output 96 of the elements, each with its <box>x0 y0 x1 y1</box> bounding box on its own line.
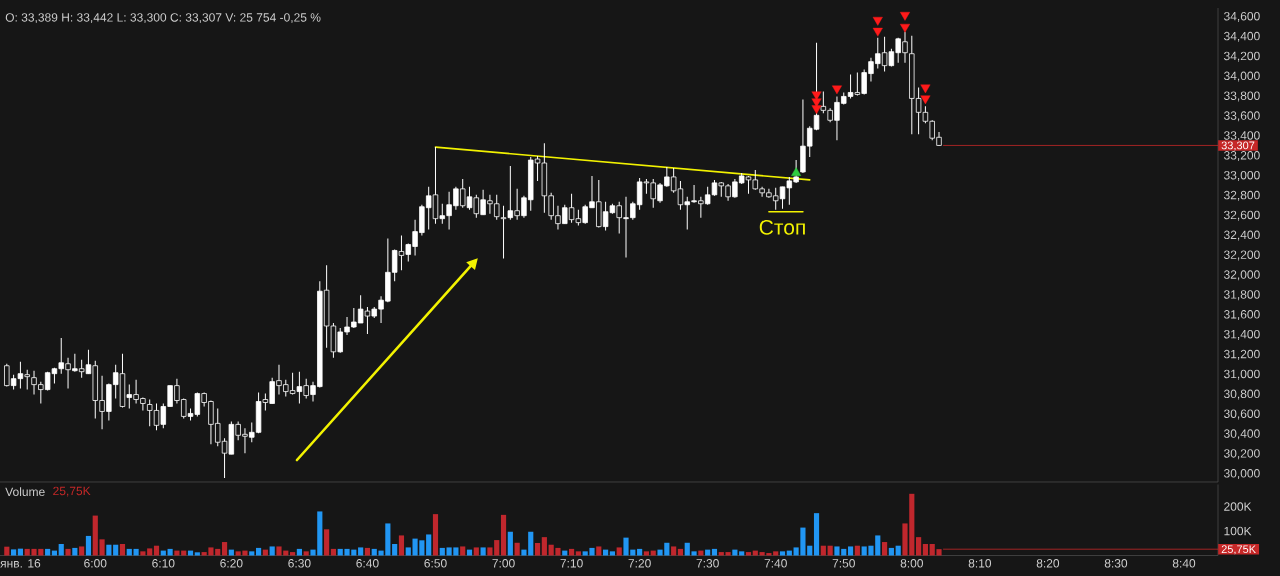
annotation: 25,75K <box>53 486 91 497</box>
bar <box>398 535 405 556</box>
x-tick-label: 8:40 <box>1172 559 1196 568</box>
bar <box>460 546 466 556</box>
x-tick-label: 8:00 <box>900 559 924 568</box>
bar <box>72 547 78 556</box>
y-tick-label: 31,400 <box>1223 329 1260 340</box>
x-tick-label: 6:50 <box>424 559 447 568</box>
bar <box>140 551 146 556</box>
y-tick-label: 31,000 <box>1223 369 1260 380</box>
bar <box>813 513 820 556</box>
y-tick-label: 34,200 <box>1223 51 1260 62</box>
bar <box>364 547 371 556</box>
bar <box>847 546 854 556</box>
bar <box>249 551 255 556</box>
y-tick-label: 33,800 <box>1223 91 1260 102</box>
y-tick-label: 32,000 <box>1223 270 1260 281</box>
y-tick-label: 30,800 <box>1223 389 1260 400</box>
x-tick-label: 7:40 <box>764 559 787 568</box>
y-tick-label: 30,200 <box>1223 449 1260 460</box>
bar <box>147 548 153 556</box>
x-tick-label: 6:20 <box>220 559 243 568</box>
x-tick-label: 7:50 <box>832 559 855 568</box>
x-tick-label: 8:30 <box>1104 559 1128 568</box>
x-tick-label: 6:40 <box>356 559 379 568</box>
bar <box>609 551 615 556</box>
x-tick-label: 6:10 <box>152 559 175 568</box>
y-tick-label: 30,600 <box>1223 409 1260 420</box>
y-tick-label: 34,000 <box>1223 71 1260 82</box>
bar <box>541 537 547 556</box>
bar <box>439 547 445 556</box>
y-tick-label: 33,200 <box>1223 151 1260 162</box>
bar <box>119 543 126 556</box>
bar <box>11 549 17 556</box>
x-tick-label: 7:10 <box>560 559 583 568</box>
bar <box>65 548 71 556</box>
bar <box>739 551 745 556</box>
bar <box>392 543 398 556</box>
y-tick-label: 32,600 <box>1223 210 1260 221</box>
bar <box>575 551 581 556</box>
bar <box>882 542 888 556</box>
bar <box>480 547 486 556</box>
y-tick-label: 33,400 <box>1223 131 1260 142</box>
bar <box>221 542 228 556</box>
chart-title: O: 33,389 H: 33,442 L: 33,300 C: 33,307 V: 25 754 -0,25 % <box>5 13 321 24</box>
y-tick-label: 31,600 <box>1223 310 1260 321</box>
bar <box>779 551 786 556</box>
y-tick-label: 34,400 <box>1223 31 1260 42</box>
y-tick-label: 30,400 <box>1223 429 1260 440</box>
x-tick-label: янв. 16 <box>0 559 41 568</box>
y-tick-label: 31,200 <box>1223 349 1260 360</box>
bar <box>596 546 602 556</box>
annotation: Стоп <box>759 219 805 235</box>
y-tick-label: 34,600 <box>1223 11 1260 22</box>
x-tick-label: 8:20 <box>1036 559 1060 568</box>
x-tick-label: 6:00 <box>84 559 107 568</box>
bar <box>507 531 513 556</box>
bar <box>514 542 520 556</box>
x-tick-label: 6:30 <box>288 559 311 568</box>
y-tick-label: 32,400 <box>1223 230 1260 241</box>
x-tick-label: 7:20 <box>628 559 651 568</box>
bar <box>616 547 622 556</box>
bar <box>303 551 309 556</box>
y-tick-label: 100K <box>1224 526 1252 536</box>
ref-line-label: 25,75K <box>1221 545 1256 555</box>
ref-line-label: 33,307 <box>1221 141 1255 151</box>
bar <box>916 537 922 556</box>
bar <box>194 552 200 556</box>
bar <box>85 535 92 556</box>
bar <box>922 543 928 556</box>
bar <box>473 547 479 556</box>
bar <box>269 546 275 556</box>
x-tick-label: 8:10 <box>968 559 992 568</box>
y-tick-label: 32,200 <box>1223 250 1260 261</box>
y-tick-label: 200K <box>1224 502 1252 511</box>
y-tick-label: 33,600 <box>1223 111 1260 122</box>
y-tick-label: 33,000 <box>1223 170 1260 181</box>
bar <box>432 514 439 556</box>
bar <box>671 546 677 556</box>
bar <box>79 546 85 556</box>
bar <box>324 529 330 556</box>
y-tick-label: 32,800 <box>1223 190 1260 201</box>
x-tick-label: 7:30 <box>696 559 719 568</box>
bar <box>643 551 650 556</box>
chart-title: Volume <box>5 487 45 496</box>
bar <box>426 534 432 556</box>
x-tick-label: 7:00 <box>492 559 515 568</box>
y-tick-label: 31,800 <box>1223 290 1260 301</box>
bar <box>888 547 894 556</box>
bar <box>500 514 507 556</box>
y-tick-label: 30,000 <box>1223 469 1260 480</box>
bar <box>358 547 364 556</box>
bar <box>58 543 64 556</box>
bar <box>773 551 779 556</box>
bar <box>534 543 541 556</box>
bar <box>255 547 262 556</box>
